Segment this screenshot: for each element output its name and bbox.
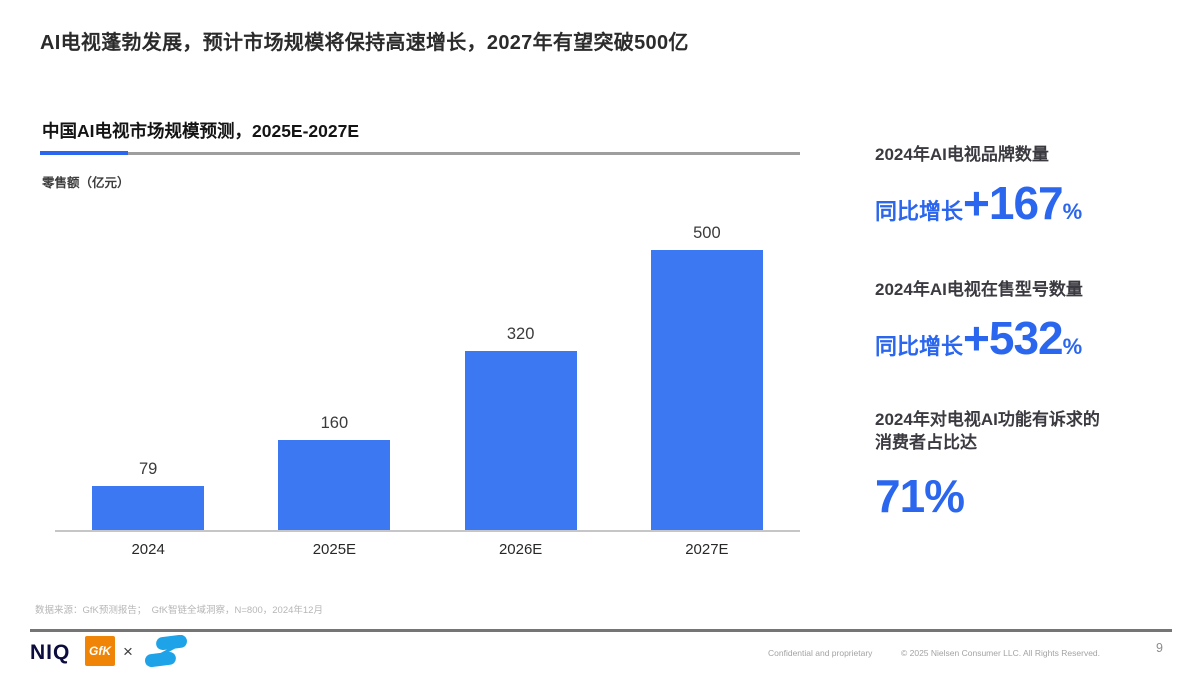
stat-block-models: 2024年AI电视在售型号数量 同比增长+532%	[875, 278, 1190, 361]
bar	[464, 351, 577, 530]
gfk-logo: GfK	[85, 636, 115, 666]
section-title-rule	[40, 151, 800, 155]
confidential-note: Confidential and proprietary	[768, 648, 873, 658]
bar-value-label: 79	[138, 460, 158, 478]
stat-block-consumers: 2024年对电视AI功能有诉求的 消费者占比达 71%	[875, 408, 1190, 519]
rule-accent-segment	[40, 151, 128, 155]
bar-slot: 320	[428, 325, 614, 530]
niq-logo: NIQ	[30, 641, 71, 664]
x-tick-label: 2024	[131, 541, 165, 558]
stat-value: 71%	[875, 473, 1190, 519]
stat-suffix: %	[1062, 199, 1083, 225]
page-number: 9	[1156, 641, 1163, 655]
stat-block-brands: 2024年AI电视品牌数量 同比增长+167%	[875, 143, 1190, 226]
stat-heading: 2024年对电视AI功能有诉求的 消费者占比达	[875, 410, 1100, 453]
z-brand-icon	[144, 634, 188, 672]
bar	[650, 250, 763, 530]
stat-heading: 2024年AI电视在售型号数量	[875, 280, 1083, 299]
stat-prefix: 同比增长	[875, 334, 964, 360]
stat-suffix: %	[1062, 334, 1083, 360]
plot-ticks: 2024 2025E 2026E 2027E	[55, 541, 800, 558]
bar-slot: 160	[241, 414, 427, 530]
stat-heading: 2024年AI电视品牌数量	[875, 145, 1049, 164]
data-source-note: 数据来源：GfK预测报告； GfK智链全域洞察，N=800，2024年12月	[35, 605, 323, 616]
bar-slot: 500	[614, 224, 800, 530]
bar-value-label: 320	[506, 325, 535, 343]
copyright-note: © 2025 Nielsen Consumer LLC. All Rights …	[901, 648, 1101, 658]
chart-section-title: 中国AI电视市场规模预测，2025E-2027E	[42, 121, 360, 141]
x-tick-label: 2027E	[685, 541, 729, 558]
x-tick-label: 2026E	[498, 541, 543, 558]
rule-gray-segment	[128, 152, 800, 155]
slide-title: AI电视蓬勃发展，预计市场规模将保持高速增长，2027年有望突破500亿	[40, 32, 689, 54]
stat-number: 71%	[875, 469, 965, 522]
x-axis-line	[55, 530, 800, 532]
gfk-logo-text: GfK	[89, 644, 111, 658]
footer-divider	[30, 629, 1172, 632]
bar-value-label: 500	[693, 224, 721, 242]
stat-value: 同比增长+532%	[875, 315, 1190, 361]
stat-prefix: 同比增长	[875, 199, 964, 225]
bar-value-label: 160	[320, 414, 349, 432]
bar	[92, 486, 205, 530]
stat-number: +167	[963, 177, 1064, 230]
plot-bars: 79 160 320 500	[55, 212, 800, 530]
bar	[278, 440, 391, 530]
y-axis-unit-label: 零售额（亿元）	[42, 176, 130, 190]
logo-separator: ×	[123, 642, 133, 661]
bar-slot: 79	[55, 460, 241, 530]
stat-value: 同比增长+167%	[875, 180, 1190, 226]
stat-number: +532	[963, 312, 1064, 365]
bar-chart: 79 160 320 500 2024 2025E 2026E 2027E	[55, 212, 800, 560]
x-tick-label: 2025E	[312, 541, 357, 558]
